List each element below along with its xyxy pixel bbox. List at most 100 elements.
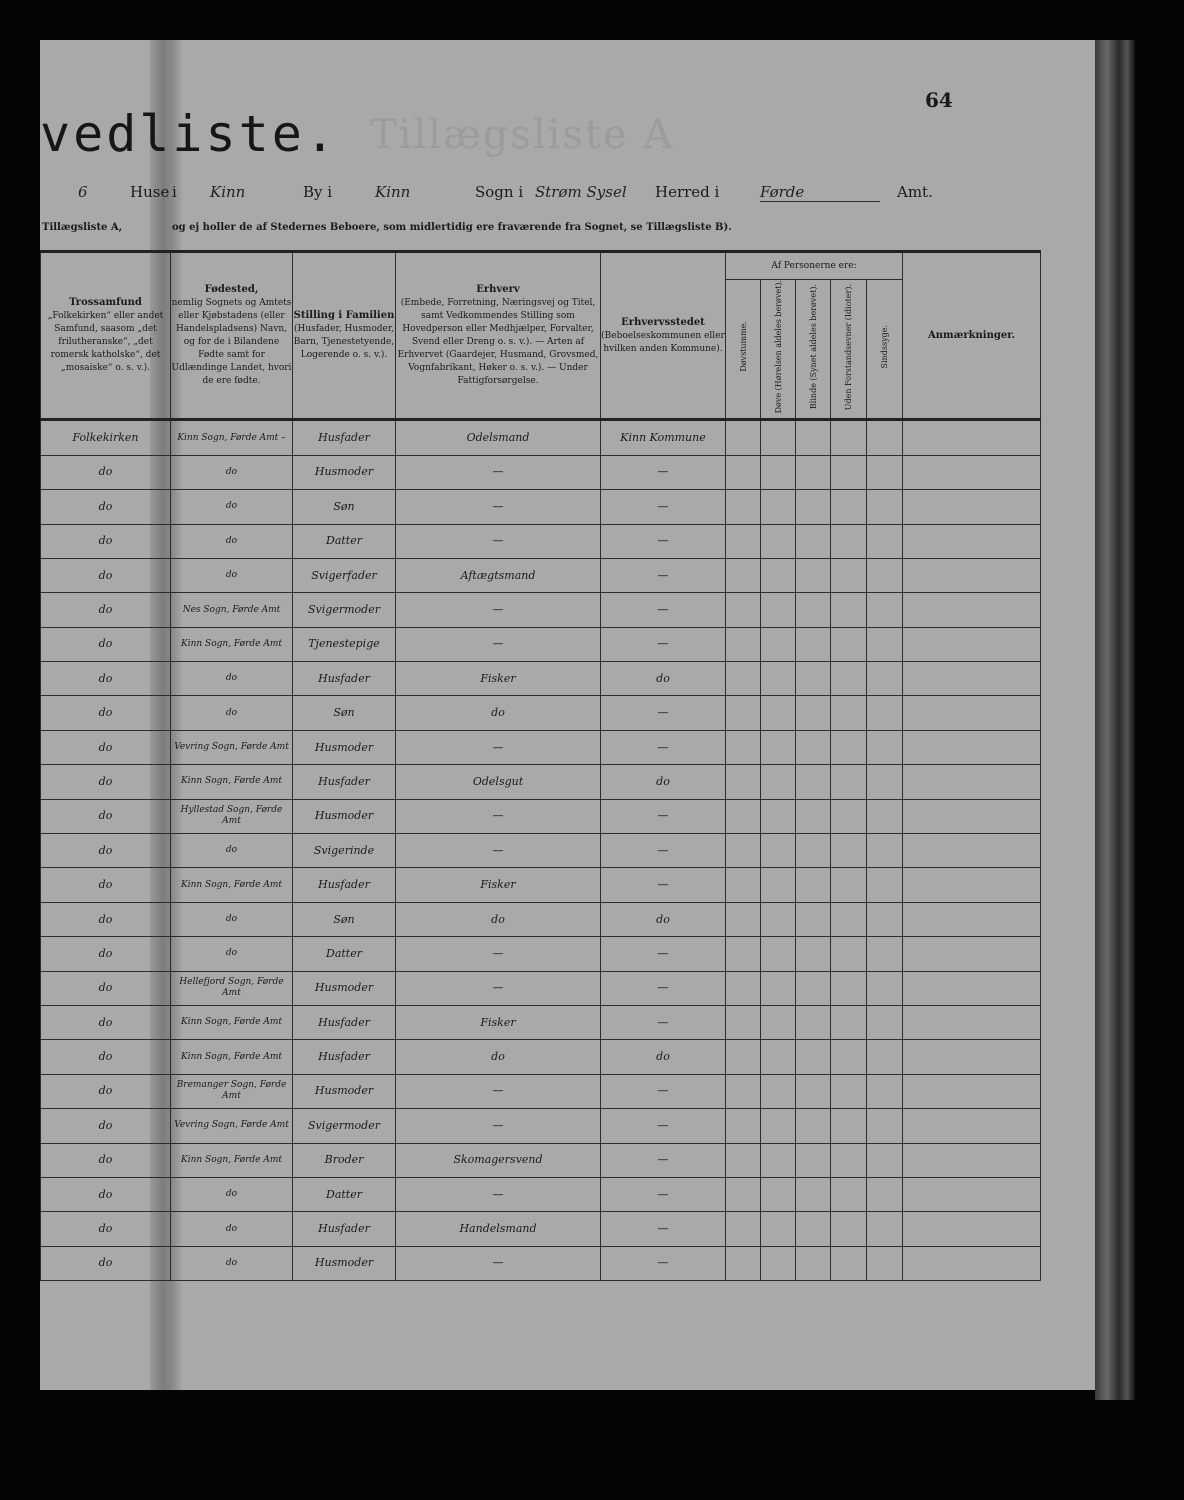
table-row: Folkekirken Kinn Sogn, Førde Amt – Husfade… <box>40 418 1041 456</box>
empty-cell <box>902 970 1041 1007</box>
cell-fodested: do <box>170 1245 293 1282</box>
empty-cell <box>795 1176 831 1213</box>
cell-erhverv: — <box>395 1245 601 1282</box>
empty-cell <box>830 523 867 559</box>
cell-fodested: Kinn Sogn, Førde Amt – <box>170 418 293 456</box>
huse-label: Huse <box>130 183 170 201</box>
empty-cell <box>795 1245 831 1282</box>
empty-cell <box>866 901 903 938</box>
empty-cell <box>830 1073 867 1110</box>
cell-trossamfund: do <box>40 523 171 559</box>
empty-cell <box>902 901 1041 938</box>
cell-stilling: Datter <box>292 1176 396 1213</box>
table-row: do Kinn Sogn, Førde Amt Husfader Fisker — <box>40 867 1041 903</box>
cell-fodested: do <box>170 936 293 972</box>
cell-erhvervsstedet: Kinn Kommune <box>600 418 726 456</box>
empty-cell <box>902 1073 1041 1110</box>
cell-erhverv: — <box>395 970 601 1007</box>
empty-cell <box>866 1142 903 1178</box>
herred-label: Herred i <box>655 183 720 201</box>
empty-cell <box>725 901 761 938</box>
cell-stilling: Broder <box>292 1142 396 1178</box>
col-af-personerne: Af Personerne ere: <box>725 250 903 280</box>
empty-cell <box>760 1073 796 1110</box>
empty-cell <box>725 729 761 766</box>
cell-fodested: Kinn Sogn, Førde Amt <box>170 626 293 663</box>
cell-stilling: Husmoder <box>292 798 396 835</box>
empty-cell <box>795 1004 831 1041</box>
empty-cell <box>866 592 903 628</box>
cell-stilling: Husfader <box>292 418 396 456</box>
empty-cell <box>866 1245 903 1282</box>
empty-cell <box>760 523 796 559</box>
table-row: do Kinn Sogn, Førde Amt Tjenestepige — — <box>40 626 1041 663</box>
empty-cell <box>866 729 903 766</box>
cell-trossamfund: do <box>40 764 171 800</box>
cell-erhverv: do <box>395 695 601 731</box>
empty-cell <box>795 1039 831 1075</box>
col-trossamfund: Trossamfund „Folkekirken“ eller andet Sam… <box>40 249 171 421</box>
cell-fodested: Kinn Sogn, Førde Amt <box>170 764 293 800</box>
cell-erhverv: Odelsgut <box>395 764 601 800</box>
empty-cell <box>902 695 1041 731</box>
cell-fodested: do <box>170 661 293 697</box>
empty-cell <box>830 867 867 903</box>
empty-cell <box>725 936 761 972</box>
empty-cell <box>795 1108 831 1144</box>
empty-cell <box>760 1004 796 1041</box>
empty-cell <box>902 1004 1041 1041</box>
empty-cell <box>795 1142 831 1178</box>
empty-cell <box>902 1245 1041 1282</box>
cell-erhvervsstedet: do <box>600 901 726 938</box>
cell-stilling: Husfader <box>292 661 396 697</box>
cell-stilling: Svigerfader <box>292 557 396 594</box>
empty-cell <box>866 1004 903 1041</box>
cell-erhverv: — <box>395 626 601 663</box>
empty-cell <box>830 833 867 869</box>
empty-cell <box>830 1142 867 1178</box>
empty-cell <box>795 867 831 903</box>
empty-cell <box>725 970 761 1007</box>
empty-cell <box>902 661 1041 697</box>
cell-trossamfund: do <box>40 936 171 972</box>
cell-fodested: Kinn Sogn, Førde Amt <box>170 1004 293 1041</box>
empty-cell <box>795 764 831 800</box>
table-row: do do Søn do do <box>40 901 1041 938</box>
empty-cell <box>830 661 867 697</box>
empty-cell <box>760 418 796 456</box>
empty-cell <box>866 454 903 491</box>
cell-erhverv: — <box>395 729 601 766</box>
cell-trossamfund: do <box>40 867 171 903</box>
empty-cell <box>725 1211 761 1247</box>
empty-cell <box>866 833 903 869</box>
cell-erhverv: — <box>395 798 601 835</box>
cell-erhvervsstedet: — <box>600 454 726 491</box>
cell-stilling: Husfader <box>292 867 396 903</box>
page-number: 64 <box>925 88 953 112</box>
empty-cell <box>902 764 1041 800</box>
cell-erhvervsstedet: — <box>600 729 726 766</box>
cell-stilling: Datter <box>292 936 396 972</box>
cell-erhvervsstedet: — <box>600 592 726 628</box>
book-edge <box>1095 40 1135 1400</box>
table-row: do do Husfader Fisker do <box>40 661 1041 697</box>
cell-fodested: do <box>170 454 293 491</box>
empty-cell <box>760 626 796 663</box>
empty-cell <box>830 1039 867 1075</box>
empty-cell <box>760 661 796 697</box>
empty-cell <box>725 523 761 559</box>
cell-trossamfund: do <box>40 1108 171 1144</box>
empty-cell <box>760 489 796 525</box>
table-row: do Vevring Sogn, Førde Amt Husmoder — — <box>40 729 1041 766</box>
empty-cell <box>795 1073 831 1110</box>
empty-cell <box>795 695 831 731</box>
census-table: Trossamfund „Folkekirken“ eller andet Sam… <box>40 249 1041 1282</box>
cell-erhverv: Fisker <box>395 1004 601 1041</box>
cell-stilling: Husfader <box>292 764 396 800</box>
empty-cell <box>866 557 903 594</box>
empty-cell <box>725 1039 761 1075</box>
empty-cell <box>902 592 1041 628</box>
empty-cell <box>725 418 761 456</box>
empty-cell <box>725 798 761 835</box>
cell-erhvervsstedet: — <box>600 1245 726 1282</box>
